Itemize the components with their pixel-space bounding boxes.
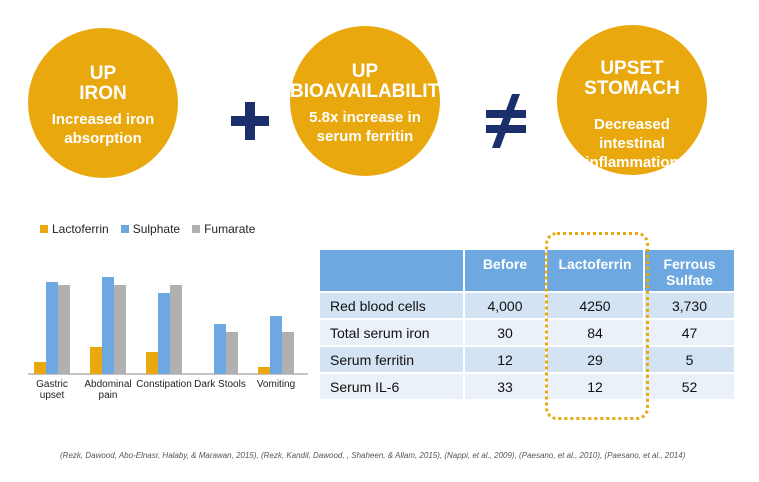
table-cell: Total serum iron — [320, 318, 464, 346]
bar-sulphate-constipation — [158, 293, 170, 374]
table-cell: 4250 — [545, 291, 644, 319]
bar-sulphate-vomiting — [270, 316, 282, 374]
x-tick-label: Vomiting — [257, 379, 295, 390]
x-tick-label: pain — [99, 390, 118, 401]
table-row: Serum IL-6 33 12 52 — [320, 372, 734, 399]
bar-fumarate-vomiting — [282, 332, 294, 374]
legend-swatch — [120, 225, 129, 233]
table-row: Serum ferritin 12 29 5 — [320, 345, 734, 373]
lactoferrin-highlight-box — [545, 232, 649, 420]
table-cell: 29 — [545, 345, 644, 373]
circle-body: Increased iron absorption — [51, 111, 155, 147]
table-cell: 84 — [545, 318, 644, 346]
table-cell: 47 — [643, 318, 734, 346]
circle-heading-line2: BIOAVAILABILITY — [290, 81, 452, 102]
table-header-cell: Before — [463, 250, 546, 292]
blood-values-table: Before Lactoferrin Ferrous Sulfate Red b… — [320, 250, 734, 399]
circle-heading: UP IRON — [28, 64, 178, 104]
legend-item-fumarate: Fumarate — [192, 222, 255, 236]
x-tick-label: Gastric — [36, 379, 68, 390]
bar-lactoferrin-abdominal-pain — [90, 347, 102, 374]
x-tick-label: upset — [40, 390, 65, 401]
circle-heading-line2: IRON — [79, 83, 127, 104]
table-cell: Serum ferritin — [320, 345, 464, 373]
table-header-row: Before Lactoferrin Ferrous Sulfate — [320, 250, 734, 292]
up-iron-circle: UP IRON Increased iron absorption — [28, 28, 178, 178]
legend-label: Fumarate — [204, 222, 256, 236]
bar-fumarate-abdominal-pain — [114, 285, 126, 374]
table-row: Red blood cells 4,000 4250 3,730 — [320, 291, 734, 319]
table-cell: 33 — [463, 372, 546, 399]
table-header-cell: Ferrous Sulfate — [643, 250, 734, 292]
circle-heading: UP BIOAVAILABILITY — [290, 61, 452, 102]
legend-item-lactoferrin: Lactoferrin — [40, 222, 109, 236]
bar-fumarate-gastric-upset — [58, 285, 70, 374]
table-cell: 4,000 — [463, 291, 546, 319]
citation-text: (Rezk, Dawood, Abo-Elnasr, Halaby, & Mar… — [60, 451, 686, 460]
bar-sulphate-gastric-upset — [46, 282, 58, 374]
bar-sulphate-abdominal-pain — [102, 277, 114, 374]
legend-label: Sulphate — [132, 222, 181, 236]
table-row: Total serum iron 30 84 47 — [320, 318, 734, 346]
legend-swatch — [192, 225, 201, 233]
bar-fumarate-constipation — [170, 285, 182, 374]
circle-heading-line1: UP — [89, 63, 117, 84]
x-tick-label: Abdominal — [84, 379, 131, 390]
table-cell: 5 — [643, 345, 734, 373]
table-cell: 12 — [545, 372, 644, 399]
circle-heading-line1: UPSET — [600, 58, 664, 79]
table-header-cell: Lactoferrin — [545, 250, 644, 292]
table-cell: Red blood cells — [320, 291, 464, 319]
bar-lactoferrin-vomiting — [258, 367, 270, 374]
circle-heading: UPSET STOMACH — [557, 59, 707, 99]
legend-swatch — [40, 225, 48, 233]
x-tick-label: Constipation — [136, 379, 192, 390]
table-cell: 3,730 — [643, 291, 734, 319]
table-cell: 30 — [463, 318, 546, 346]
table-cell: Serum IL-6 — [320, 372, 464, 399]
circle-heading-line1: UP — [351, 61, 379, 82]
legend-item-sulphate: Sulphate — [120, 222, 181, 236]
bar-lactoferrin-gastric-upset — [34, 362, 46, 374]
bar-lactoferrin-constipation — [146, 352, 158, 374]
bar-sulphate-dark-stools — [214, 324, 226, 374]
up-bioavailability-circle: UP BIOAVAILABILITY 5.8x increase in seru… — [290, 26, 452, 176]
x-tick-label: Dark Stools — [194, 379, 246, 390]
bar-fumarate-dark-stools — [226, 332, 238, 374]
table-cell: 12 — [463, 345, 546, 373]
circle-body: Decreased intestinal inflammation — [585, 116, 679, 171]
table-cell: 52 — [643, 372, 734, 399]
plus-icon — [231, 102, 269, 140]
circle-heading-line2: STOMACH — [584, 78, 680, 99]
upset-stomach-circle: UPSET STOMACH Decreased intestinal infla… — [557, 25, 707, 175]
circle-body: 5.8x increase in serum ferritin — [309, 109, 421, 145]
chart-legend: Lactoferrin Sulphate Fumarate — [40, 222, 255, 236]
legend-label: Lactoferrin — [52, 222, 109, 236]
not-equal-icon — [484, 92, 528, 155]
table-header-cell — [320, 250, 464, 292]
